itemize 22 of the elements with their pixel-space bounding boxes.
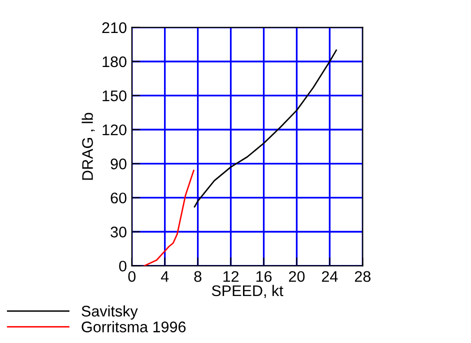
legend-label: Gorritsma 1996 (82, 321, 186, 332)
line-series (144, 170, 194, 266)
y-tick-label: 60 (110, 192, 126, 204)
x-tick-label: 16 (256, 271, 272, 282)
x-tick-label: 8 (194, 271, 202, 282)
y-axis-title: DRAG , lb (82, 112, 95, 180)
x-tick-label: 24 (322, 271, 338, 282)
y-tick-label: 120 (102, 124, 126, 136)
x-tick-label: 0 (128, 271, 136, 282)
x-tick-label: 28 (354, 271, 371, 282)
line-series (194, 49, 337, 208)
y-tick-label: 210 (102, 22, 126, 34)
y-tick-label: 0 (119, 260, 126, 272)
y-tick-label: 150 (102, 90, 126, 102)
x-tick-label: 12 (223, 271, 239, 282)
y-tick-label: 180 (102, 56, 126, 68)
y-tick-label: 30 (110, 226, 126, 238)
x-axis-title: SPEED, kt (212, 284, 284, 298)
x-tick-label: 20 (289, 271, 305, 282)
legend-label: Savitsky (82, 305, 138, 320)
x-tick-label: 4 (160, 271, 169, 282)
y-tick-label: 90 (110, 158, 126, 170)
